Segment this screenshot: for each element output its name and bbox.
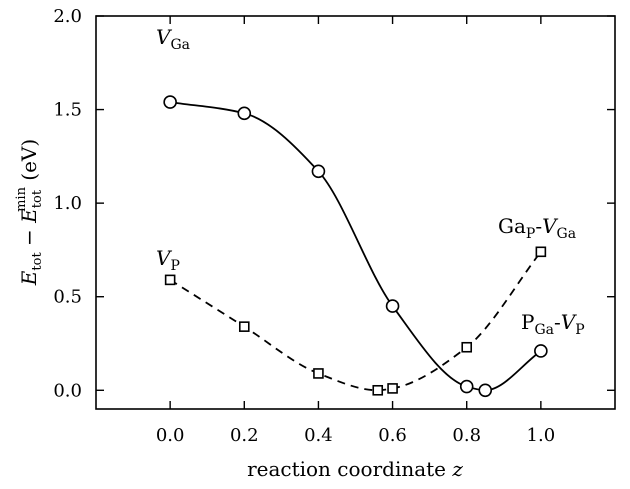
- y-tick-label: 1.5: [53, 100, 82, 121]
- data-point-circle: [459, 379, 474, 394]
- data-point-square: [461, 341, 473, 353]
- plot-frame: [95, 15, 616, 410]
- series-curves: [169, 101, 542, 392]
- x-tick-label: 0.0: [156, 425, 185, 446]
- data-point-circle: [311, 164, 326, 179]
- x-tick-label: 0.2: [230, 425, 259, 446]
- y-tick-label: 1.0: [53, 193, 82, 214]
- series-markers: [163, 95, 548, 398]
- y-tick-label: 0.0: [53, 380, 82, 401]
- data-point-circle: [478, 383, 493, 398]
- y-axis-title: Etot − Etotmin (eV): [14, 139, 45, 286]
- data-point-square: [387, 383, 398, 394]
- data-point-circle: [385, 299, 400, 313]
- x-axis-title: reaction coordinate z: [247, 457, 463, 481]
- label-v-p: VP: [156, 246, 180, 274]
- series-line-2: [169, 251, 542, 392]
- y-tick-label: 2.0: [53, 6, 82, 27]
- data-point-square: [164, 274, 176, 286]
- label-p-ga-v-p: PGa-VP: [521, 310, 585, 338]
- data-point-square: [535, 246, 547, 258]
- series-line-1: [170, 101, 542, 392]
- x-tick-label: 1.0: [527, 425, 556, 446]
- data-point-square: [313, 368, 324, 379]
- tick-marks: [96, 15, 615, 409]
- x-tick-label: 0.6: [378, 425, 407, 446]
- data-point-circle: [534, 344, 548, 358]
- data-point-circle: [163, 95, 177, 109]
- y-tick-label: 0.5: [53, 287, 82, 308]
- data-point-square: [372, 384, 384, 396]
- x-tick-label: 0.8: [452, 425, 481, 446]
- label-v-ga: VGa: [156, 25, 190, 53]
- tick-labels: 0.0 0.2 0.4 0.6 0.8 1.0 0.0 0.5 1.0 1.5 2.0: [53, 6, 555, 446]
- data-point-circle: [237, 106, 252, 121]
- data-point-square: [238, 321, 250, 332]
- x-tick-label: 0.4: [304, 425, 333, 446]
- label-ga-p-v-ga: GaP-VGa: [498, 214, 576, 242]
